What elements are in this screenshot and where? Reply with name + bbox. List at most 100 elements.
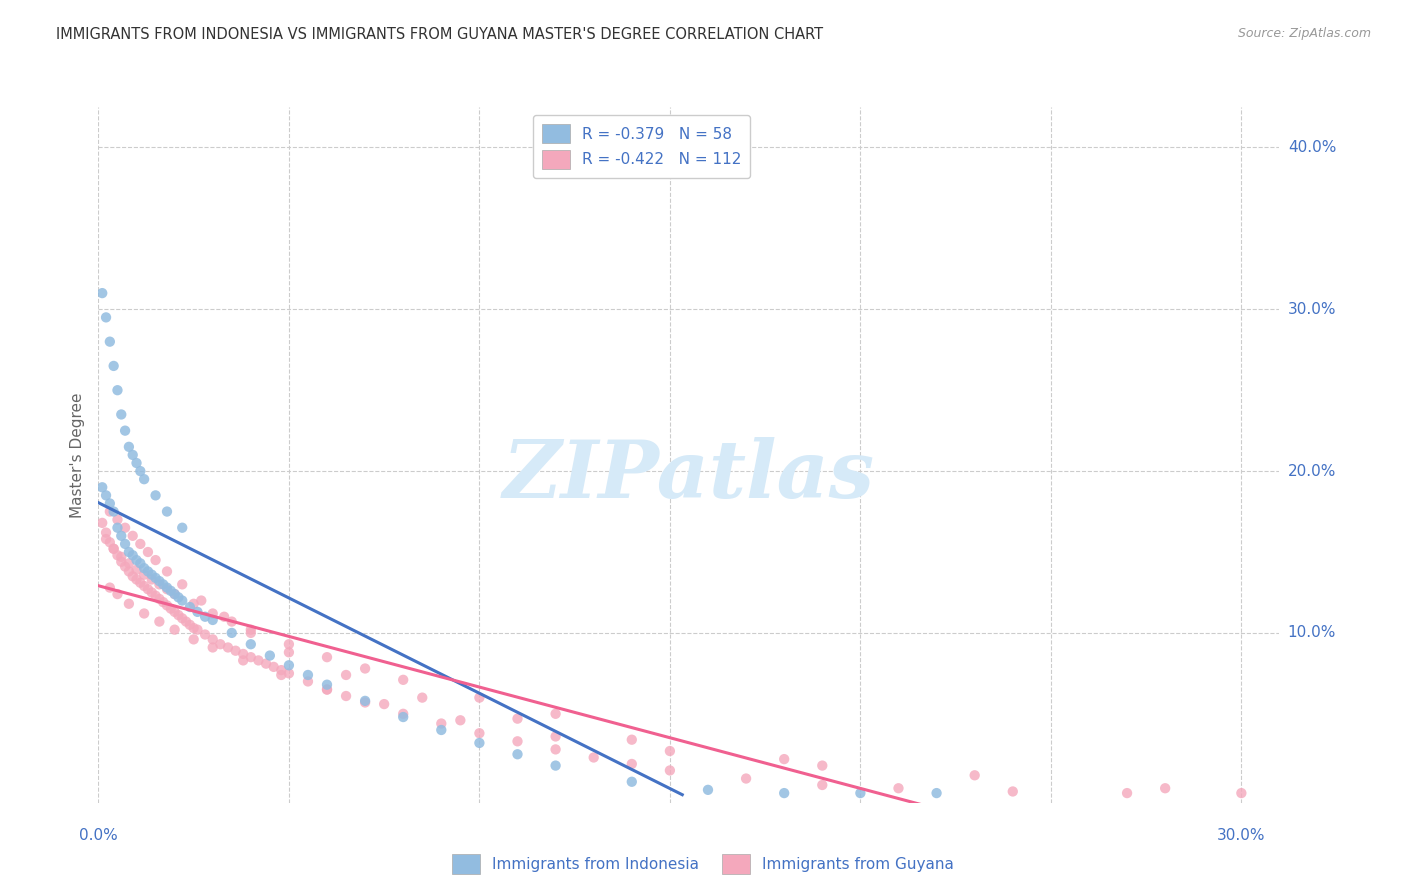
Text: ZIPatlas: ZIPatlas [503,437,875,515]
Point [129,464,152,478]
Point [136,545,159,559]
Point [103,541,125,556]
Point [887,781,910,796]
Point [925,786,948,800]
Point [172,611,194,625]
Point [1001,784,1024,798]
Point [544,706,567,721]
Point [232,647,254,661]
Point [156,581,179,595]
Point [103,504,125,518]
Point [247,653,270,667]
Point [658,764,681,778]
Point [98,496,121,510]
Point [174,615,197,629]
Point [172,593,194,607]
Point [134,472,156,486]
Point [506,747,529,762]
Point [209,637,232,651]
Legend: R = -0.379   N = 58, R = -0.422   N = 112: R = -0.379 N = 58, R = -0.422 N = 112 [533,115,751,178]
Point [110,549,132,564]
Point [118,565,141,579]
Point [94,310,117,325]
Point [156,582,179,597]
Point [430,723,453,737]
Point [94,525,117,540]
Point [110,529,132,543]
Point [145,488,167,502]
Point [316,682,339,697]
Point [141,573,163,587]
Point [354,661,377,675]
Point [141,585,163,599]
Point [183,632,205,647]
Point [212,609,235,624]
Point [134,561,156,575]
Point [98,535,121,549]
Point [735,772,758,786]
Point [121,448,143,462]
Point [186,623,208,637]
Point [159,601,181,615]
Text: 30.0%: 30.0% [1288,301,1336,317]
Point [201,613,224,627]
Point [125,563,148,577]
Point [620,732,643,747]
Point [773,786,796,800]
Point [544,730,567,744]
Point [232,653,254,667]
Point [430,716,453,731]
Text: 10.0%: 10.0% [1288,625,1336,640]
Text: 20.0%: 20.0% [1288,464,1336,479]
Point [91,480,114,494]
Point [107,521,129,535]
Point [167,591,190,605]
Point [335,668,357,682]
Point [91,286,114,301]
Point [468,690,491,705]
Point [963,768,986,782]
Point [98,581,121,595]
Point [159,583,181,598]
Point [217,640,239,655]
Point [392,710,415,724]
Point [449,713,471,727]
Point [582,750,605,764]
Point [620,774,643,789]
Point [167,608,190,623]
Point [114,537,136,551]
Point [183,597,205,611]
Point [620,756,643,771]
Point [118,557,141,571]
Point [163,587,186,601]
Point [148,577,170,591]
Point [148,574,170,588]
Point [156,504,179,518]
Point [103,359,125,373]
Point [468,736,491,750]
Point [152,595,174,609]
Point [373,697,395,711]
Legend: Immigrants from Indonesia, Immigrants from Guyana: Immigrants from Indonesia, Immigrants fr… [446,848,960,880]
Point [94,532,117,546]
Point [136,582,159,597]
Point [697,782,720,797]
Point [114,521,136,535]
Point [270,668,292,682]
Point [239,623,262,637]
Point [114,559,136,574]
Point [468,726,491,740]
Point [544,758,567,772]
Point [125,456,148,470]
Point [118,545,141,559]
Point [163,605,186,619]
Point [239,650,262,665]
Point [201,632,224,647]
Point [194,627,217,641]
Point [225,643,247,657]
Text: 30.0%: 30.0% [1218,828,1265,843]
Point [134,567,156,582]
Point [107,513,129,527]
Point [156,599,179,613]
Point [811,778,834,792]
